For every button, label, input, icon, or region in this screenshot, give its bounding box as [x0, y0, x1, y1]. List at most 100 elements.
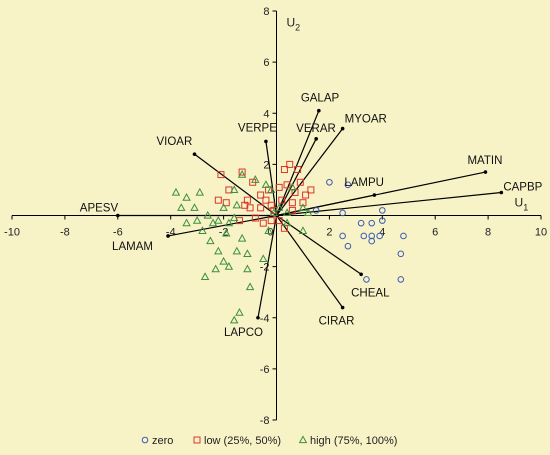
point-circle	[360, 232, 368, 240]
legend-label: zero	[152, 435, 173, 447]
point-triangle	[245, 282, 255, 291]
point-triangle	[251, 175, 260, 183]
point-triangle	[219, 203, 228, 211]
point-triangle	[264, 226, 273, 234]
vector-tip-cheal	[359, 272, 363, 277]
point-triangle	[232, 200, 242, 209]
point-square	[257, 204, 265, 212]
point-square	[283, 181, 291, 189]
x-tick-label: -10	[4, 227, 20, 239]
x-tick-label: 10	[535, 227, 547, 239]
point-triangle	[282, 208, 292, 217]
point-triangle	[200, 272, 210, 280]
vector-verpe	[265, 141, 278, 216]
point-triangle	[229, 185, 239, 194]
point-triangle	[182, 192, 191, 201]
vector-tip-capbp	[499, 190, 504, 195]
vector-tip-verpe	[264, 139, 268, 144]
vector-tip-cirar	[340, 305, 345, 310]
vector-tip-apesv	[116, 213, 120, 218]
legend: zero low (25%, 50%) high (75%, 100%)	[141, 435, 397, 447]
point-square	[275, 183, 283, 191]
point-triangle	[214, 215, 223, 224]
vector-label-verar: VERAR	[296, 123, 336, 135]
y-tick-label: 4	[263, 108, 269, 120]
vector-label-capbp: CAPBP	[503, 181, 542, 193]
point-circle	[379, 217, 386, 224]
point-triangle	[224, 218, 234, 227]
legend-marker-circle	[141, 436, 149, 444]
point-triangle	[171, 187, 181, 196]
vector-tip-lamam	[166, 234, 170, 238]
point-square	[307, 186, 315, 194]
point-square	[222, 199, 230, 207]
y-tick-label: 6	[263, 57, 269, 69]
point-triangle	[243, 249, 252, 257]
point-triangle	[237, 233, 247, 242]
x-tick-label: -8	[60, 227, 70, 239]
point-circle	[357, 219, 365, 227]
point-square	[288, 206, 296, 214]
point-square	[262, 196, 270, 204]
vector-verar	[275, 138, 317, 216]
point-triangle	[198, 226, 207, 234]
point-square	[267, 201, 275, 209]
point-square	[246, 204, 254, 212]
point-triangle	[288, 182, 297, 191]
y-axis-label: U2	[287, 15, 301, 32]
x-axis-label: U1	[515, 196, 529, 213]
vector-tip-galap	[317, 108, 321, 113]
point-triangle	[219, 256, 228, 265]
point-circle	[368, 219, 376, 227]
point-square	[288, 199, 296, 207]
point-square	[302, 191, 310, 199]
vector-tip-vioar	[192, 152, 197, 156]
point-triangle	[259, 254, 268, 263]
point-triangle	[206, 236, 215, 245]
legend-marker-square	[193, 436, 201, 444]
point-triangle	[190, 203, 199, 211]
vector-label-lamam: LAMAM	[112, 241, 153, 253]
point-triangle	[214, 246, 223, 255]
vector-matin	[276, 171, 486, 217]
point-circle	[326, 178, 333, 186]
legend-label: low (25%, 50%)	[204, 435, 281, 447]
point-square	[257, 191, 265, 199]
vector-cirar	[276, 215, 344, 308]
point-square	[259, 219, 267, 227]
point-triangle	[229, 213, 239, 222]
point-square	[286, 160, 294, 168]
point-triangle	[195, 187, 205, 196]
point-circle	[339, 232, 346, 240]
point-square	[217, 171, 225, 179]
axes: -10 -8 -6 -4 -2 2 4 6 8 10 -8 -6 -4 -2 2 4 6 8 0 U1 U2	[4, 6, 547, 427]
point-circle	[400, 232, 407, 240]
point-circle	[363, 276, 370, 283]
point-triangle	[237, 169, 247, 178]
point-triangle	[182, 218, 191, 227]
point-triangle	[298, 226, 308, 234]
point-square	[275, 217, 283, 225]
point-circle	[379, 207, 386, 214]
vector-tip-myoar	[340, 126, 345, 131]
vector-label-cirar: CIRAR	[319, 316, 355, 328]
x-tick-label: -2	[219, 227, 229, 239]
point-square	[278, 196, 286, 204]
point-square	[294, 165, 302, 173]
point-triangle	[224, 261, 234, 270]
x-tick-label: -6	[113, 227, 123, 239]
x-tick-label: 4	[379, 227, 385, 239]
vector-label-lampu: LAMPU	[344, 177, 384, 189]
point-triangle	[261, 180, 271, 188]
vector-label-cheal: CHEAL	[351, 287, 390, 299]
y-tick-label: -6	[260, 364, 270, 376]
point-triangle	[192, 215, 202, 224]
point-square	[238, 168, 246, 176]
origin-tick-label: 0	[267, 227, 273, 239]
point-circle	[397, 250, 405, 258]
vector-myoar	[276, 128, 344, 216]
vector-labels: APESV LAMAM VIOAR VERPE VERAR GALAP MYOAR LAMPU…	[80, 93, 543, 339]
point-square	[280, 165, 288, 173]
point-triangle	[282, 218, 292, 227]
